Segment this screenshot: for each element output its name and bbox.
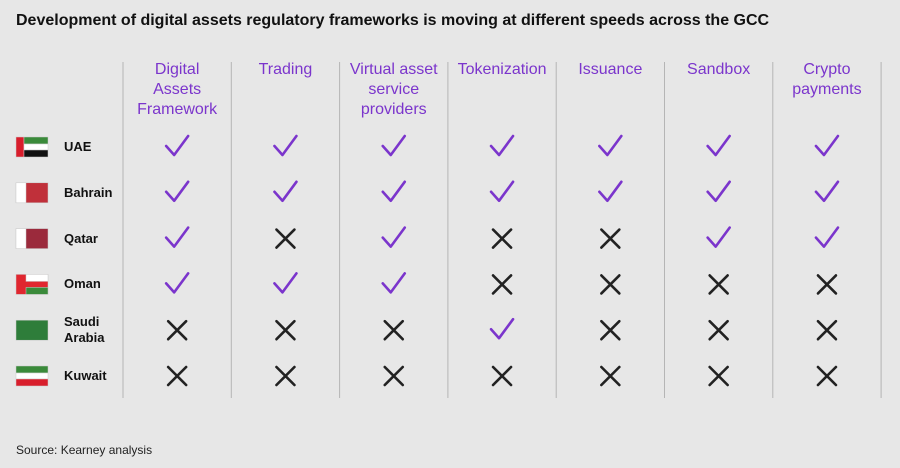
check-mark (706, 226, 731, 248)
cross-mark (275, 365, 296, 387)
check-mark (273, 180, 298, 203)
check-mark (814, 134, 840, 157)
cross-mark (491, 365, 513, 387)
check-mark (814, 226, 840, 248)
check-mark (489, 180, 515, 203)
country-name: UAE (64, 139, 92, 154)
check-mark (381, 180, 407, 203)
cross-mark (600, 365, 621, 387)
country-name: Qatar (64, 230, 98, 246)
cross-mark (166, 365, 188, 387)
flag (15, 182, 27, 204)
cross-mark (383, 365, 405, 387)
check-mark (598, 180, 623, 203)
flag (15, 378, 49, 387)
cross-mark (600, 319, 621, 341)
flag (15, 228, 27, 249)
flag (15, 372, 49, 380)
flag (15, 136, 25, 158)
cross-mark (708, 274, 729, 295)
country-name: Saudi Arabia (64, 314, 105, 346)
title: Development of digital assets regulatory… (16, 12, 770, 29)
flag (23, 143, 49, 151)
flag (25, 274, 49, 282)
cross-mark (275, 228, 296, 249)
country-name: Bahrain (64, 184, 113, 200)
cross-mark (491, 228, 513, 249)
cross-mark (383, 319, 405, 341)
flag (25, 287, 49, 295)
check-mark (706, 134, 731, 157)
check-mark (489, 134, 515, 157)
country-name: Kuwait (64, 368, 107, 383)
flag (15, 365, 49, 374)
cross-mark (708, 319, 729, 341)
column-header: Sandbox (687, 61, 751, 78)
check-mark (273, 134, 298, 157)
check-mark (706, 180, 731, 203)
source: Source: Kearney analysis (16, 443, 153, 457)
check-mark (273, 272, 298, 294)
column-header: Issuance (578, 61, 643, 78)
flag (15, 319, 49, 341)
cross-mark (816, 274, 838, 295)
check-mark (381, 272, 407, 294)
check-mark (814, 180, 840, 203)
column-header: Virtual asset service providers (349, 61, 438, 118)
check-mark (489, 317, 515, 340)
column-header: Digital Assets Framework (137, 61, 218, 118)
check-mark (598, 134, 623, 157)
cross-mark (600, 274, 621, 295)
country-name: Oman (64, 276, 101, 292)
check-mark (381, 226, 407, 248)
column-header: Trading (258, 61, 313, 78)
flag (23, 149, 49, 158)
cross-mark (816, 319, 838, 341)
cross-mark (708, 365, 729, 387)
check-mark (164, 226, 190, 248)
cross-mark (600, 228, 621, 249)
column-header: Tokenization (457, 61, 547, 78)
check-mark (164, 180, 190, 203)
cross-mark (275, 319, 296, 341)
cross-mark (816, 365, 838, 387)
check-mark (164, 134, 190, 157)
column-header: Crypto payments (792, 61, 862, 98)
check-mark (381, 134, 407, 157)
check-mark (164, 272, 190, 294)
flag (23, 136, 49, 145)
cross-mark (491, 274, 513, 295)
cross-mark (166, 319, 188, 341)
